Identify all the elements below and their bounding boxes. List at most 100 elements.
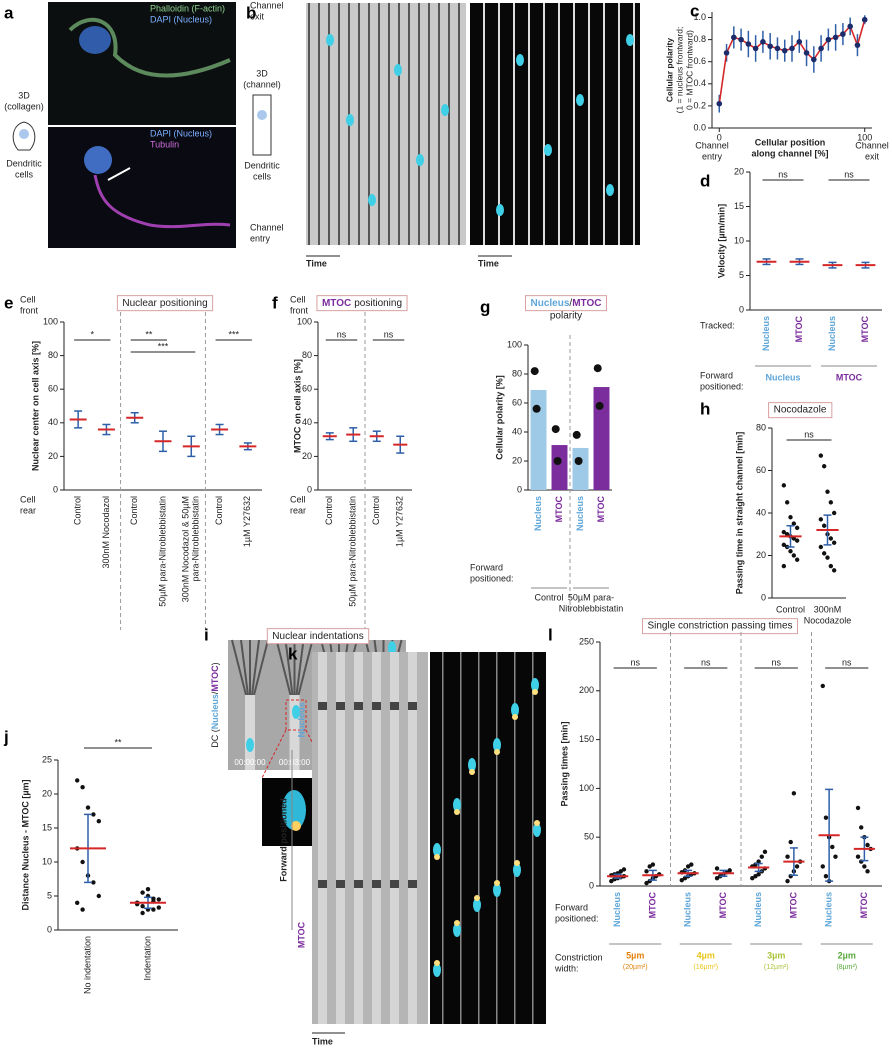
text-label: (12µm²): [764, 964, 789, 971]
heading: Nuclear indentations: [272, 631, 363, 642]
data-point: [840, 31, 846, 37]
significance: ns: [771, 657, 781, 667]
data-point: [756, 872, 761, 877]
data-point: [156, 897, 161, 902]
significance: ns: [804, 429, 814, 439]
y-axis-label: Passing time in straight channel [min]: [734, 432, 744, 595]
cell: [496, 204, 504, 216]
channel-wall: [588, 3, 590, 245]
y-tick-label: 0: [589, 880, 594, 890]
y-tick-label: 10: [42, 856, 52, 866]
data-point: [828, 536, 834, 541]
data-point: [723, 50, 730, 56]
text-label: Nucleus: [296, 702, 306, 737]
data-point: [784, 532, 790, 537]
mtoc: [454, 809, 460, 815]
text-label: Channel: [695, 140, 729, 150]
text-label: Channel: [250, 222, 284, 232]
nucleus-sketch: [257, 110, 267, 120]
text-part: positioning: [160, 298, 208, 309]
group-label: 50µM para-Nitroblebbistatin: [157, 496, 167, 607]
constriction: [372, 702, 381, 710]
channel-wall: [308, 3, 310, 245]
panel-label: f: [272, 293, 278, 312]
text-label: Nocodazole: [774, 405, 827, 416]
constriction: [390, 702, 399, 710]
channel: [289, 695, 300, 770]
data-point: [714, 866, 720, 871]
data-point: [788, 839, 793, 845]
data-point: [731, 34, 737, 41]
panel-label: j: [3, 727, 9, 746]
text-label: DAPI (Nucleus): [150, 128, 212, 138]
y-axis-label: (1 = nucleus frontward;: [674, 27, 684, 114]
cell: [326, 34, 334, 46]
data-point: [151, 896, 156, 901]
significance: ns: [844, 169, 854, 179]
y-tick-label: 100: [43, 316, 58, 326]
cell: [544, 144, 552, 156]
data-point: [828, 500, 834, 505]
channel-wall: [483, 3, 485, 245]
data-point: [823, 874, 829, 879]
text-label: Nucleus: [765, 372, 800, 382]
text-part: ): [210, 662, 220, 665]
pillar: [295, 639, 305, 696]
cell: [513, 863, 521, 877]
data-point: [140, 890, 145, 895]
y-axis-label: Cellular polarity [%]: [494, 375, 504, 460]
micrograph: [48, 127, 236, 248]
y-tick-label: 0: [307, 484, 312, 494]
group-label: 1µM Y27632: [395, 496, 405, 547]
bar: [551, 445, 568, 490]
text-part: MTOC: [322, 298, 351, 309]
y-axis-label: Cellular polarity: [664, 38, 674, 103]
panel-label: k: [288, 644, 298, 663]
data-point: [830, 844, 835, 850]
nucleus: [79, 26, 111, 54]
cell: [453, 923, 461, 937]
channel: [372, 652, 381, 1024]
data-point: [80, 859, 85, 865]
data-point: [865, 869, 870, 874]
group-label: MTOC: [794, 316, 804, 343]
text-part: /: [569, 298, 572, 309]
data-point: [794, 557, 800, 562]
cell: [531, 678, 539, 692]
mtoc: [474, 895, 480, 901]
text-label: front: [290, 305, 309, 315]
group-label: para-Nitroblebbistatin: [191, 496, 201, 582]
data-point: [650, 862, 656, 867]
cell-outline: [68, 17, 231, 78]
data-point: [791, 536, 797, 541]
data-point: [595, 401, 604, 410]
text-label: 3µm: [767, 950, 785, 960]
constriction: [336, 880, 345, 888]
text-label: width:: [554, 963, 579, 973]
channel-wall: [318, 3, 320, 245]
data-point: [593, 364, 602, 373]
y-tick-label: 0: [53, 484, 58, 494]
data-point: [572, 430, 581, 439]
data-point: [818, 453, 824, 458]
significance: ns: [337, 329, 347, 339]
group-label: MTOC: [718, 892, 728, 919]
text-label: Forward: [700, 370, 733, 380]
data-point: [553, 457, 562, 465]
data-point: [854, 42, 861, 48]
data-point: [820, 864, 825, 869]
data-point: [752, 45, 759, 52]
channel-wall: [378, 3, 380, 245]
channel-wall: [358, 3, 360, 245]
y-tick-label: 0.4: [693, 78, 706, 88]
text-label: 2µm: [838, 950, 856, 960]
panel-label: c: [690, 1, 699, 20]
channel-wall: [528, 3, 530, 245]
text-label: Nitroblebbistatin: [559, 603, 624, 613]
data-point: [803, 50, 810, 56]
data-point: [789, 45, 795, 52]
data-point: [796, 39, 803, 45]
nucleus: [84, 146, 112, 174]
data-point: [831, 510, 837, 516]
data-point: [85, 805, 91, 810]
